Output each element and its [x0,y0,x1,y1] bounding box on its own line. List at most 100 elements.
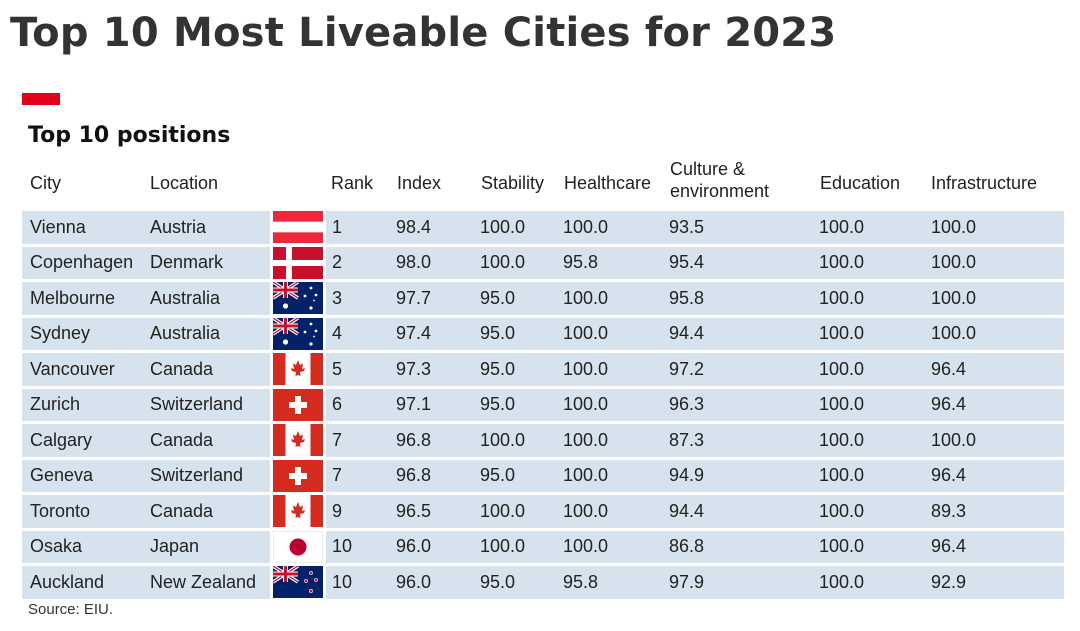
flag-cell [270,211,326,244]
header-infrastructure: Infrastructure [931,173,1038,193]
cell-location: Switzerland [144,388,270,421]
cell-index: 97.7 [392,282,476,315]
cell-rank: 7 [326,424,392,457]
cell-infrastructure: 96.4 [926,388,1064,421]
table-body: Vienna Austria 1 98.4 100.0 100.0 93.5 100.0 100… [22,211,1064,599]
cell-infrastructure: 100.0 [926,246,1064,279]
cell-city: Vienna [22,211,144,244]
cell-stability: 95.0 [476,459,559,492]
cell-infrastructure: 92.9 [926,566,1064,599]
flag-cell [270,566,326,599]
header-rank: Rank [331,173,374,193]
newzealand-flag-icon [273,566,323,599]
cell-education: 100.0 [815,282,926,315]
cell-location: Canada [144,353,270,386]
cell-index: 96.8 [392,459,476,492]
cell-index: 96.8 [392,424,476,457]
cell-culture: 93.5 [665,211,815,244]
source-note: Source: EIU. [28,601,114,618]
cell-healthcare: 100.0 [559,388,665,421]
cell-stability: 95.0 [476,388,559,421]
denmark-flag-icon [273,246,323,279]
cell-city: Melbourne [22,282,144,315]
header-culture-line1: Culture & [670,159,746,179]
table-row: Vienna Austria 1 98.4 100.0 100.0 93.5 100.0 100… [22,211,1064,244]
cell-healthcare: 95.8 [559,566,665,599]
flag-cell [270,317,326,350]
cell-stability: 100.0 [476,495,559,528]
flag-cell [270,388,326,421]
cell-rank: 10 [326,566,392,599]
cell-healthcare: 100.0 [559,424,665,457]
table-row: Melbourne Australia 3 97.7 95.0 100.0 95.8 100.… [22,282,1064,315]
australia-flag-icon [273,282,323,315]
cell-culture: 87.3 [665,424,815,457]
cell-rank: 2 [326,246,392,279]
cell-healthcare: 100.0 [559,459,665,492]
table-row: Toronto Canada 9 96.5 100.0 100.0 94.4 100.0 89.… [22,495,1064,528]
cell-education: 100.0 [815,495,926,528]
table-header: City Location Rank Index Stability Healt… [0,159,1080,212]
cell-infrastructure: 100.0 [926,211,1064,244]
header-stability: Stability [481,173,545,193]
header-culture: Culture & environment [670,158,800,202]
table-row: Copenhagen Denmark 2 98.0 100.0 95.8 95.4 100.0… [22,246,1064,279]
cell-culture: 97.2 [665,353,815,386]
cell-infrastructure: 89.3 [926,495,1064,528]
cell-culture: 96.3 [665,388,815,421]
accent-bar [22,93,60,105]
cell-culture: 94.4 [665,317,815,350]
flag-cell [270,459,326,492]
cell-infrastructure: 100.0 [926,282,1064,315]
cell-infrastructure: 96.4 [926,353,1064,386]
cell-education: 100.0 [815,530,926,563]
flag-cell [270,353,326,386]
cell-education: 100.0 [815,566,926,599]
cell-infrastructure: 100.0 [926,317,1064,350]
cell-healthcare: 100.0 [559,353,665,386]
cell-infrastructure: 100.0 [926,424,1064,457]
cell-location: Canada [144,424,270,457]
table-subtitle: Top 10 positions [28,123,231,148]
cell-city: Vancouver [22,353,144,386]
header-culture-line2: environment [670,181,770,201]
cell-index: 98.0 [392,246,476,279]
cell-city: Sydney [22,317,144,350]
cell-city: Osaka [22,530,144,563]
flag-cell [270,424,326,457]
cell-rank: 9 [326,495,392,528]
cell-location: Japan [144,530,270,563]
header-education: Education [820,173,901,193]
cell-rank: 4 [326,317,392,350]
cell-education: 100.0 [815,388,926,421]
cell-education: 100.0 [815,246,926,279]
cell-city: Copenhagen [22,246,144,279]
cell-city: Auckland [22,566,144,599]
cell-education: 100.0 [815,353,926,386]
cell-stability: 100.0 [476,211,559,244]
cell-index: 97.1 [392,388,476,421]
table-row: Osaka Japan 10 96.0 100.0 100.0 86.8 100.0 96.4 [22,530,1064,563]
cell-healthcare: 100.0 [559,317,665,350]
cell-city: Toronto [22,495,144,528]
cell-rank: 3 [326,282,392,315]
cell-culture: 94.9 [665,459,815,492]
cell-education: 100.0 [815,211,926,244]
canada-flag-icon [273,495,323,528]
cell-healthcare: 95.8 [559,246,665,279]
flag-cell [270,495,326,528]
japan-flag-icon [273,530,323,563]
cell-location: Australia [144,317,270,350]
cell-healthcare: 100.0 [559,211,665,244]
canada-flag-icon [273,424,323,457]
cell-location: Canada [144,495,270,528]
cell-city: Geneva [22,459,144,492]
header-healthcare: Healthcare [564,173,652,193]
cell-rank: 6 [326,388,392,421]
cell-education: 100.0 [815,459,926,492]
cell-rank: 10 [326,530,392,563]
cell-location: Denmark [144,246,270,279]
cell-location: Switzerland [144,459,270,492]
cell-stability: 100.0 [476,530,559,563]
cell-education: 100.0 [815,317,926,350]
